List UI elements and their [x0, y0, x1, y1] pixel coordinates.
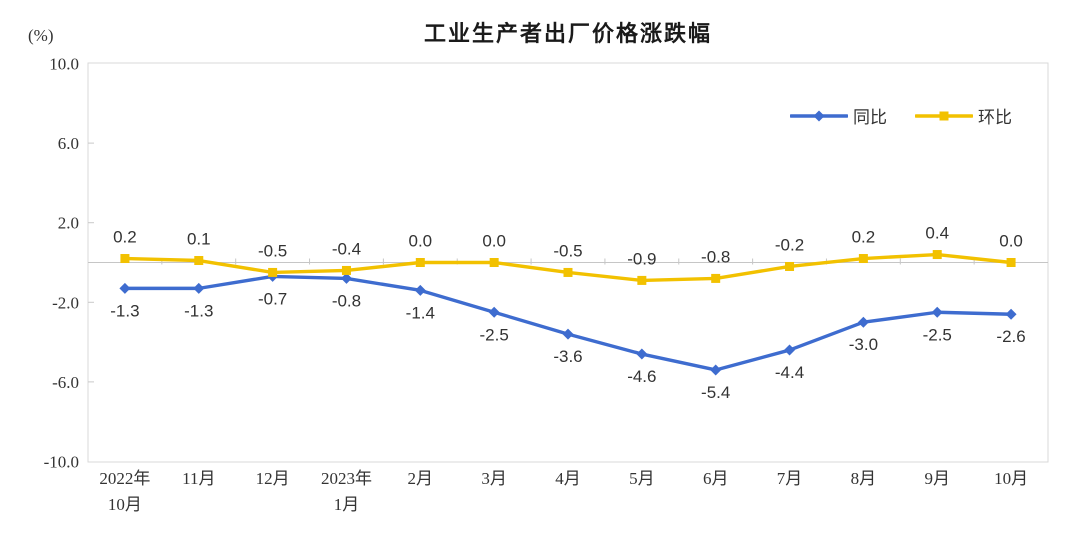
data-label: -0.8 — [332, 291, 361, 310]
x-axis-category-label: 2月 — [408, 469, 434, 488]
data-point-marker — [784, 344, 796, 356]
data-label: 0.2 — [113, 228, 137, 247]
x-axis-category-label: 4月 — [555, 469, 581, 488]
legend-label: 同比 — [853, 108, 887, 127]
y-axis-unit-label: (%) — [28, 26, 54, 45]
data-point-marker — [857, 316, 869, 328]
data-point-marker — [1006, 258, 1016, 267]
data-point-marker — [268, 267, 278, 277]
data-label: 0.1 — [187, 230, 211, 249]
data-point-marker — [636, 348, 648, 360]
x-axis-category-label: 2022年 10月 — [99, 469, 150, 514]
x-axis-category-label: 5月 — [629, 469, 655, 488]
legend-marker-icon — [915, 111, 973, 120]
chart-title: 工业生产者出厂价格涨跌幅 — [423, 21, 712, 46]
data-label: -0.5 — [258, 241, 287, 260]
data-label: -4.4 — [775, 363, 804, 382]
x-axis-category-label: 11月 — [182, 469, 215, 488]
data-point-marker — [637, 275, 647, 285]
data-label: 0.0 — [999, 232, 1023, 251]
data-label: -1.4 — [406, 303, 435, 322]
y-axis-tick-label: -10.0 — [44, 453, 79, 472]
data-point-marker — [488, 306, 500, 318]
data-label: -2.6 — [996, 327, 1025, 346]
data-point-marker — [489, 258, 499, 267]
legend-marker-icon — [790, 110, 848, 121]
data-label: -0.8 — [701, 247, 730, 266]
data-label: -0.7 — [258, 289, 287, 308]
data-label: -2.5 — [923, 325, 952, 344]
data-point-marker — [931, 306, 943, 318]
legend-item: 环比 — [915, 103, 1012, 128]
data-label: -0.2 — [775, 235, 804, 254]
y-axis-tick-label: -2.0 — [52, 293, 79, 312]
data-label: 0.0 — [408, 232, 432, 251]
data-label: -0.5 — [553, 241, 582, 260]
data-label: -3.0 — [849, 335, 878, 354]
data-label: -2.5 — [480, 325, 509, 344]
x-axis-category-label: 10月 — [994, 469, 1028, 488]
data-point-marker — [932, 250, 942, 260]
x-axis-category-label: 6月 — [703, 469, 729, 488]
data-point-marker — [120, 254, 130, 264]
data-point-marker — [415, 258, 425, 267]
data-label: -5.4 — [701, 383, 730, 402]
data-label: 0.0 — [482, 232, 506, 251]
x-axis-category-label: 3月 — [481, 469, 507, 488]
y-axis-tick-label: 6.0 — [58, 134, 79, 153]
data-label: -1.3 — [184, 301, 213, 320]
data-point-marker — [562, 328, 574, 340]
data-point-marker — [414, 284, 426, 296]
data-label: -1.3 — [110, 301, 139, 320]
data-point-marker — [1005, 308, 1017, 320]
x-axis-category-label: 8月 — [851, 469, 877, 488]
data-point-marker — [340, 272, 352, 284]
data-point-marker — [194, 256, 204, 266]
data-point-marker — [710, 364, 722, 376]
data-label: 0.2 — [852, 228, 876, 247]
data-point-marker — [711, 273, 721, 283]
data-point-marker — [193, 282, 205, 294]
chart-legend: 同比 环比 — [790, 103, 1012, 128]
data-label: -0.9 — [627, 249, 656, 268]
data-point-marker — [119, 282, 131, 294]
data-label: 0.4 — [925, 224, 949, 243]
legend-label: 环比 — [978, 108, 1012, 127]
data-point-marker — [858, 254, 868, 264]
y-axis-tick-label: 10.0 — [49, 55, 79, 74]
data-label: -3.6 — [553, 347, 582, 366]
y-axis-tick-label: 2.0 — [58, 214, 79, 233]
legend-item: 同比 — [790, 103, 887, 128]
data-point-marker — [785, 261, 795, 271]
x-axis-category-label: 2023年 1月 — [321, 469, 372, 514]
x-axis-category-label: 7月 — [777, 469, 803, 488]
x-axis-category-label: 12月 — [256, 469, 290, 488]
data-label: -0.4 — [332, 239, 361, 258]
y-axis-tick-label: -6.0 — [52, 373, 79, 392]
data-point-marker — [563, 267, 573, 277]
data-label: -4.6 — [627, 367, 656, 386]
data-point-marker — [341, 265, 351, 275]
x-axis-category-label: 9月 — [924, 469, 950, 488]
